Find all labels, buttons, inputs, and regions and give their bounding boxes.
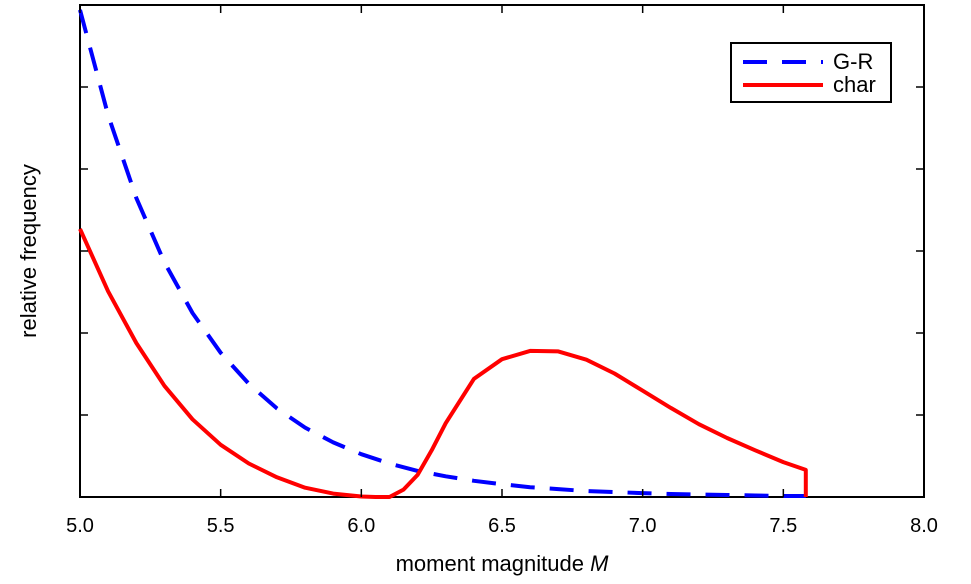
x-axis-ticks: 5.0 5.5 6.0 6.5 7.0 7.5 8.0 (66, 5, 938, 537)
x-tick-label: 6.5 (488, 515, 516, 537)
y-axis-label: relative frequency (16, 164, 41, 338)
x-axis-label-variable: M (590, 551, 609, 576)
x-tick-label: 5.0 (66, 515, 94, 537)
legend-box (730, 42, 892, 103)
x-tick-label: 6.0 (347, 515, 375, 537)
x-tick-label: 5.5 (207, 515, 235, 537)
series-line-g-r (78, 9, 806, 498)
x-axis-label-text: moment magnitude (396, 551, 584, 576)
x-axis-label: moment magnitude M (396, 551, 609, 576)
x-tick-label: 7.5 (769, 515, 797, 537)
legend-label-g-r: G-R (833, 49, 873, 74)
x-tick-label: 7.0 (629, 515, 657, 537)
series-line-char (78, 228, 808, 499)
y-axis-ticks (80, 4, 924, 498)
legend-label-char: char (833, 72, 876, 97)
series-layer (78, 9, 808, 499)
x-tick-label: 8.0 (910, 515, 938, 537)
